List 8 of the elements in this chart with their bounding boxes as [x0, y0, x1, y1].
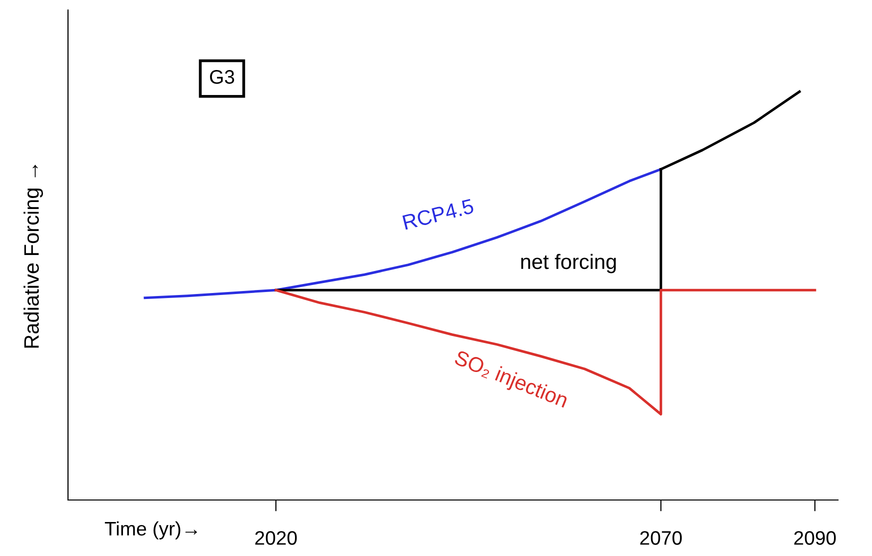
x-tick-label: 2070 — [640, 531, 682, 545]
x-axis-title: Time (yr)→ — [104, 521, 197, 540]
text: G3 — [210, 70, 234, 84]
x-tick-label: 2090 — [794, 531, 836, 545]
y-axis-title: Radiative Forcing → — [24, 164, 43, 348]
text: RCP4.5 — [402, 198, 474, 230]
series-label: net forcing — [521, 254, 616, 274]
x-tick-label: 2020 — [255, 531, 297, 545]
